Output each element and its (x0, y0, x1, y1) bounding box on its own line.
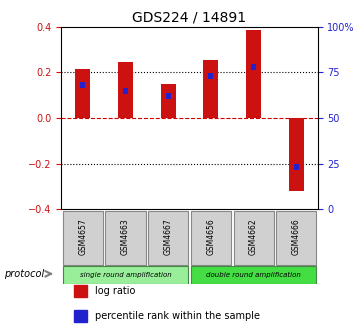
Title: GDS224 / 14891: GDS224 / 14891 (132, 10, 247, 24)
Text: GSM4667: GSM4667 (164, 218, 173, 255)
Text: single round amplification: single round amplification (79, 272, 171, 278)
Text: GSM4662: GSM4662 (249, 218, 258, 255)
Bar (294, 164, 299, 170)
Text: GSM4657: GSM4657 (78, 218, 87, 255)
Bar (74, 310, 87, 323)
Bar (246, 30, 261, 118)
Bar (203, 60, 218, 118)
Text: GSM4656: GSM4656 (206, 218, 216, 255)
Bar (251, 64, 256, 70)
Text: GSM4666: GSM4666 (292, 218, 301, 255)
FancyBboxPatch shape (234, 211, 274, 265)
Bar (80, 82, 85, 88)
Text: percentile rank within the sample: percentile rank within the sample (95, 311, 260, 321)
Bar (74, 285, 87, 297)
FancyBboxPatch shape (191, 266, 316, 284)
FancyBboxPatch shape (148, 211, 188, 265)
FancyBboxPatch shape (105, 211, 145, 265)
Text: double round amplification: double round amplification (206, 272, 301, 278)
FancyBboxPatch shape (63, 211, 103, 265)
Bar (75, 69, 90, 118)
Bar (289, 118, 304, 191)
FancyBboxPatch shape (276, 211, 316, 265)
Bar (161, 84, 176, 118)
Bar (166, 93, 171, 99)
FancyBboxPatch shape (63, 266, 188, 284)
Text: log ratio: log ratio (95, 286, 135, 296)
Bar (123, 88, 128, 93)
Text: GSM4663: GSM4663 (121, 218, 130, 255)
FancyBboxPatch shape (191, 211, 231, 265)
Bar (118, 62, 133, 118)
Bar (208, 73, 213, 79)
Text: protocol: protocol (4, 269, 44, 279)
